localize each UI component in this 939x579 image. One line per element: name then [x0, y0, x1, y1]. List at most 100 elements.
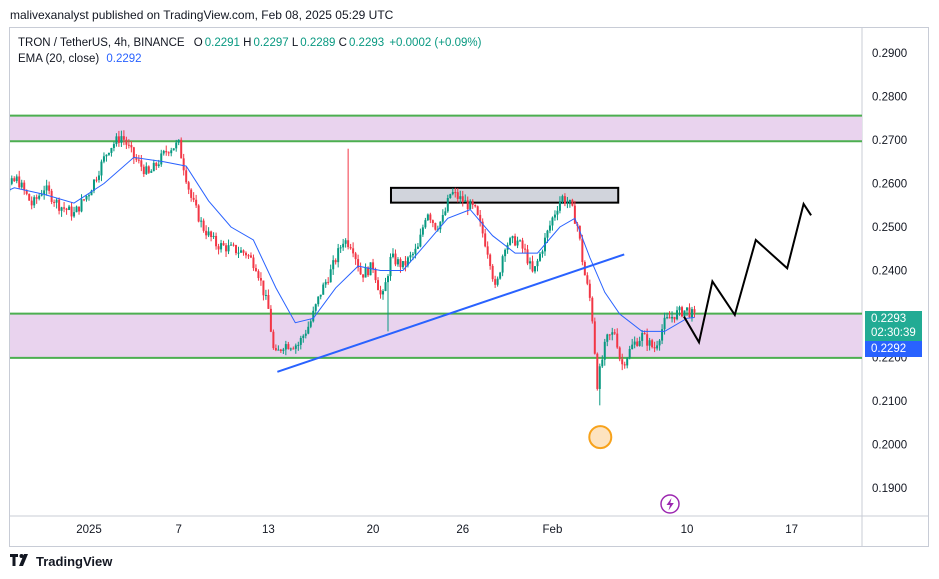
candle-body — [501, 256, 504, 273]
candle-body — [658, 340, 661, 346]
candle-body — [531, 261, 534, 272]
candle-body — [396, 259, 399, 265]
footer-brand[interactable]: TradingView — [10, 553, 112, 570]
candle-body — [3, 188, 5, 190]
candle-body — [511, 236, 514, 239]
candle-body — [628, 349, 631, 359]
candle-body — [377, 280, 380, 291]
candle-body — [471, 200, 474, 205]
candle-body — [282, 349, 285, 351]
candle-body — [461, 196, 464, 203]
y-tick-label: 0.2500 — [872, 222, 907, 234]
candle-body — [359, 267, 362, 275]
candle-body — [394, 253, 397, 265]
candle-body — [337, 248, 340, 263]
candle-body — [230, 244, 233, 246]
candle-body — [481, 221, 484, 234]
candle-body — [227, 245, 230, 252]
candle-body — [382, 291, 385, 295]
y-tick-label: 0.2600 — [872, 179, 907, 191]
candle-body — [347, 240, 350, 248]
candle-body — [182, 158, 185, 171]
x-tick-label: 26 — [456, 524, 469, 536]
last-price-badge: 0.2293 02:30:39 — [865, 311, 922, 342]
chart-frame — [9, 27, 929, 547]
candle-body — [212, 235, 215, 237]
candle-body — [90, 190, 93, 196]
candle-body — [688, 307, 691, 318]
candle-body — [13, 178, 16, 182]
candle-body — [287, 344, 290, 350]
candle-body — [419, 234, 422, 247]
candle-body — [486, 246, 489, 255]
candle-body — [484, 233, 487, 247]
candle-body — [638, 340, 641, 346]
candle-body — [274, 348, 277, 351]
candle-body — [97, 175, 100, 180]
candle-body — [551, 217, 554, 226]
x-tick-label: 13 — [262, 524, 275, 536]
candle-body — [43, 190, 46, 195]
candle-body — [192, 197, 195, 200]
bar-countdown: 02:30:39 — [871, 327, 916, 339]
candles — [1, 130, 696, 406]
candle-body — [401, 261, 404, 268]
candle-body — [469, 200, 472, 210]
candle-body — [414, 248, 417, 254]
ascending-trendline — [277, 253, 625, 373]
candle-body — [616, 333, 619, 348]
tradingview-logo-icon — [10, 553, 32, 570]
y-tick-label: 0.1900 — [872, 483, 907, 495]
candle-body — [387, 276, 389, 283]
candle-body — [142, 166, 145, 175]
candle-body — [603, 341, 606, 360]
candle-body — [302, 335, 305, 338]
candle-body — [30, 200, 33, 206]
candle-body — [28, 193, 31, 201]
candle-body — [474, 204, 477, 207]
candle-body — [272, 331, 275, 349]
y-tick-label: 0.2100 — [872, 396, 907, 408]
publisher-line: malivexanalyst published on TradingView.… — [10, 8, 394, 22]
candle-body — [606, 334, 609, 342]
candle-body — [10, 178, 13, 184]
candle-body — [40, 194, 43, 196]
candle-body — [690, 309, 693, 318]
candle-body — [200, 220, 203, 222]
candle-body — [521, 240, 524, 249]
candle-body — [352, 248, 355, 254]
close-value: 0.2293 — [348, 37, 385, 49]
candle-body — [70, 206, 73, 217]
candle-body — [259, 278, 262, 281]
candle-body — [252, 257, 255, 269]
candle-body — [314, 304, 317, 311]
candle-body — [683, 310, 686, 317]
candle-body — [451, 192, 454, 195]
candle-body — [115, 136, 118, 145]
lightning-icon-glyph — [666, 498, 674, 511]
candle-body — [466, 200, 469, 210]
candle-body — [561, 196, 564, 202]
candle-body — [641, 333, 644, 341]
candle-body — [546, 230, 549, 238]
candle-body — [202, 220, 205, 231]
candle-body — [262, 280, 265, 296]
candle-body — [269, 308, 272, 332]
candle-body — [152, 162, 155, 172]
ema-label[interactable]: EMA (20, close) — [18, 53, 100, 65]
candle-body — [426, 214, 429, 221]
change-value: +0.0002 (+0.09%) — [389, 37, 482, 49]
candle-body — [244, 252, 247, 256]
open-value: 0.2291 — [204, 37, 240, 49]
candle-body — [175, 142, 178, 149]
low-marker — [588, 425, 613, 450]
ema-value: 0.2292 — [106, 53, 142, 65]
close-label: C — [338, 37, 347, 49]
candle-body — [242, 250, 245, 253]
candle-body — [1, 179, 3, 187]
candle-body — [165, 150, 168, 153]
symbol-label[interactable]: TRON / TetherUS, 4h, BINANCE — [18, 37, 185, 49]
projected-path — [683, 201, 812, 346]
candle-body — [367, 267, 370, 276]
